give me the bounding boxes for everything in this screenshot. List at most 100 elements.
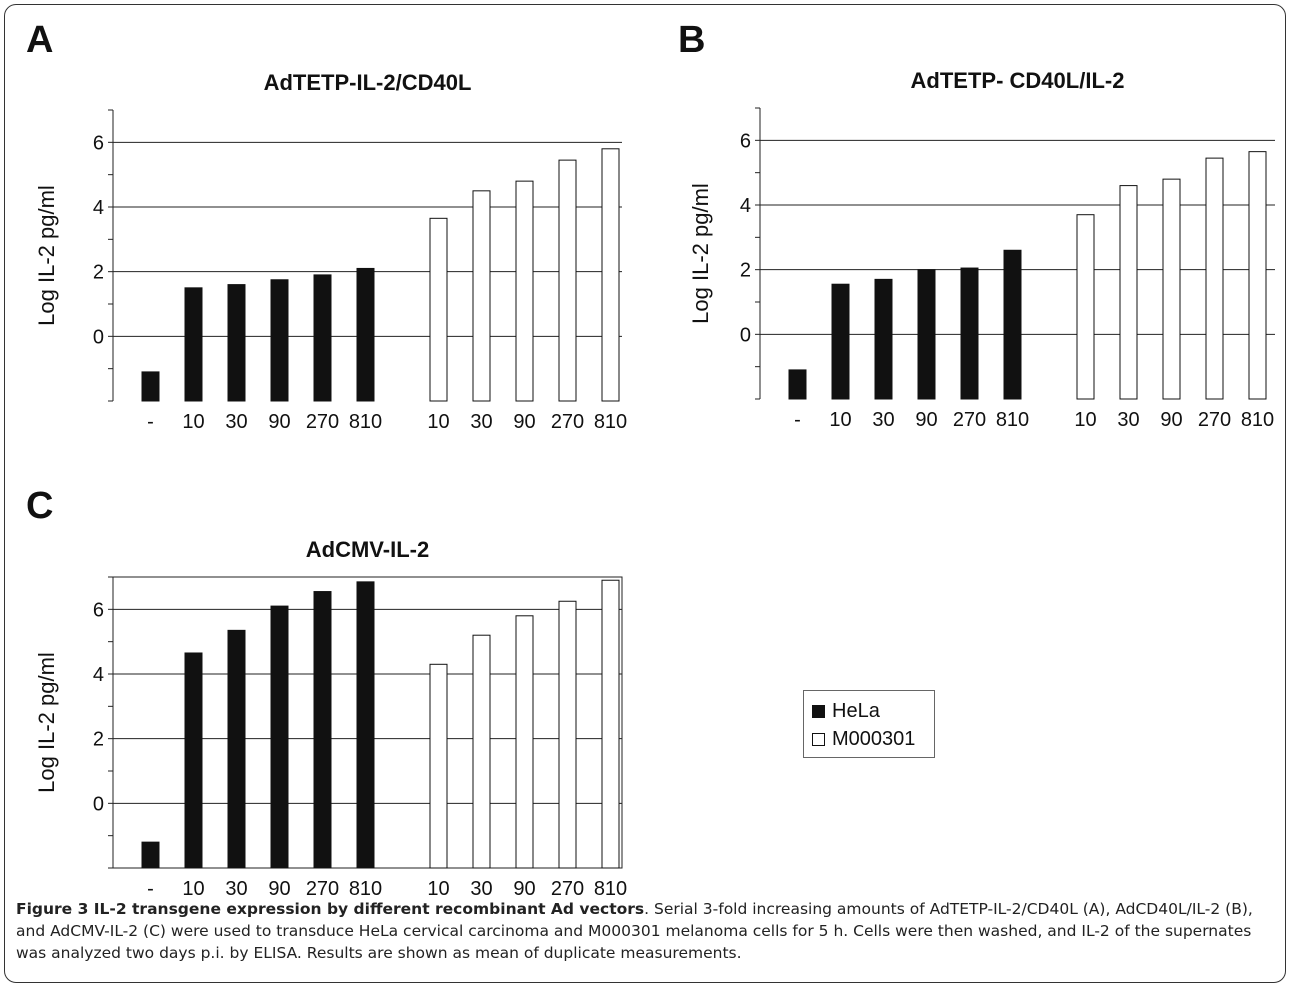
bar-a-hela-4 xyxy=(313,274,332,402)
panel-letter-c: C xyxy=(26,485,53,527)
x-tick-label-c-1: 10 xyxy=(182,878,204,900)
x-tick-label-a-4: 270 xyxy=(306,411,339,433)
bar-c-m000301-6 xyxy=(429,663,448,869)
x-tick-label-b-10: 810 xyxy=(1241,409,1274,431)
bar-a-hela-3 xyxy=(270,279,289,402)
y-tick-label-c-3: 6 xyxy=(93,599,104,621)
chart-title-c: AdCMV-IL-2 xyxy=(306,537,429,562)
chart-b: AdTETP- CD40L/IL-2 Log IL-2 pg/ml 0 2 4 6 - 10 3… xyxy=(688,68,1275,431)
x-tick-label-a-2: 30 xyxy=(225,411,247,433)
panel-letter-b: B xyxy=(678,19,705,61)
x-tick-label-c-3: 90 xyxy=(268,878,290,900)
bar-b-m000301-6 xyxy=(1076,214,1095,400)
x-tick-label-b-4: 270 xyxy=(953,409,986,431)
x-tick-label-c-9: 270 xyxy=(551,878,584,900)
x-tick-label-a-5: 810 xyxy=(349,411,382,433)
bar-c-m000301-9 xyxy=(558,600,577,869)
chart-title-a: AdTETP-IL-2/CD40L xyxy=(264,70,472,95)
bar-a-hela-2 xyxy=(227,284,246,402)
legend-swatch-hela xyxy=(812,704,825,718)
x-tick-label-b-5: 810 xyxy=(996,409,1029,431)
x-tick-label-a-8: 90 xyxy=(513,411,535,433)
x-tick-label-a-10: 810 xyxy=(594,411,627,433)
bar-a-m000301-8 xyxy=(515,180,534,402)
bar-c-m000301-8 xyxy=(515,615,534,869)
x-tick-label-a-1: 10 xyxy=(182,411,204,433)
bar-a-hela-5 xyxy=(356,267,375,402)
bar-a-hela-0 xyxy=(141,371,160,402)
y-axis-label-c: Log IL-2 pg/ml xyxy=(34,652,59,793)
x-tick-label-c-2: 30 xyxy=(225,878,247,900)
x-tick-label-a-9: 270 xyxy=(551,411,584,433)
bar-c-hela-0 xyxy=(141,841,160,869)
bar-c-m000301-10 xyxy=(601,579,620,869)
y-tick-label-a-3: 6 xyxy=(93,132,104,154)
x-tick-label-a-3: 90 xyxy=(268,411,290,433)
bar-b-hela-5 xyxy=(1003,249,1022,400)
legend-item-hela: HeLa xyxy=(812,697,926,725)
bar-a-hela-1 xyxy=(184,287,203,402)
bar-b-m000301-10 xyxy=(1248,151,1267,400)
legend: HeLa M000301 xyxy=(803,690,935,758)
x-tick-label-c-8: 90 xyxy=(513,878,535,900)
legend-item-m000301: M000301 xyxy=(812,725,926,753)
legend-label-m000301: M000301 xyxy=(832,727,916,750)
y-tick-label-b-3: 6 xyxy=(740,130,751,152)
chart-title-b: AdTETP- CD40L/IL-2 xyxy=(911,68,1125,93)
x-tick-label-b-0: - xyxy=(794,409,801,431)
x-tick-label-b-9: 270 xyxy=(1198,409,1231,431)
y-tick-label-b-2: 4 xyxy=(740,195,751,217)
x-tick-label-b-7: 30 xyxy=(1117,409,1139,431)
y-tick-label-a-0: 0 xyxy=(93,326,104,348)
y-tick-label-c-2: 4 xyxy=(93,664,104,686)
x-tick-label-c-0: - xyxy=(147,878,154,900)
x-tick-label-a-6: 10 xyxy=(427,411,449,433)
bar-b-m000301-7 xyxy=(1119,185,1138,400)
y-tick-label-b-0: 0 xyxy=(740,324,751,346)
y-axis-label-b: Log IL-2 pg/ml xyxy=(688,183,713,324)
x-tick-label-a-0: - xyxy=(147,411,154,433)
bar-b-hela-1 xyxy=(831,283,850,400)
x-tick-label-c-6: 10 xyxy=(427,878,449,900)
x-tick-label-b-8: 90 xyxy=(1160,409,1182,431)
y-tick-label-c-0: 0 xyxy=(93,793,104,815)
x-tick-label-b-6: 10 xyxy=(1074,409,1096,431)
x-tick-label-b-1: 10 xyxy=(829,409,851,431)
figure-frame xyxy=(4,4,1286,983)
bar-c-hela-2 xyxy=(227,629,246,869)
chart-c: AdCMV-IL-2 Log IL-2 pg/ml 0 2 4 6 - 10 30 90 270 81… xyxy=(34,537,627,900)
y-tick-label-a-2: 4 xyxy=(93,197,104,219)
caption-title: Figure 3 IL-2 transgene expression by di… xyxy=(16,900,645,918)
x-tick-label-c-5: 810 xyxy=(349,878,382,900)
bar-c-hela-3 xyxy=(270,605,289,869)
bar-a-m000301-9 xyxy=(558,159,577,402)
bar-c-hela-4 xyxy=(313,591,332,869)
x-tick-label-c-4: 270 xyxy=(306,878,339,900)
figure-caption: Figure 3 IL-2 transgene expression by di… xyxy=(16,898,1278,964)
bar-b-hela-3 xyxy=(917,269,936,400)
figure-svg: A B C AdTETP-IL-2/CD40L Log IL-2 pg/ml 0 2 4… xyxy=(26,19,1275,900)
x-tick-label-c-7: 30 xyxy=(470,878,492,900)
bar-a-m000301-7 xyxy=(472,190,491,402)
legend-swatch-m000301 xyxy=(812,732,825,746)
bar-b-hela-2 xyxy=(874,278,893,400)
y-tick-label-c-1: 2 xyxy=(93,729,104,751)
y-tick-label-a-1: 2 xyxy=(93,262,104,284)
chart-a: AdTETP-IL-2/CD40L Log IL-2 pg/ml 0 2 4 6 - 10 30… xyxy=(34,70,627,433)
legend-label-hela: HeLa xyxy=(832,699,880,722)
y-axis-label-a: Log IL-2 pg/ml xyxy=(34,185,59,326)
panel-letter-a: A xyxy=(26,19,53,61)
bar-c-m000301-7 xyxy=(472,634,491,869)
bar-a-m000301-10 xyxy=(601,148,620,402)
bar-a-m000301-6 xyxy=(429,217,448,402)
bar-c-hela-1 xyxy=(184,652,203,869)
bar-c-hela-5 xyxy=(356,581,375,869)
bar-b-hela-4 xyxy=(960,267,979,400)
bar-b-hela-0 xyxy=(788,369,807,400)
bar-b-m000301-8 xyxy=(1162,178,1181,400)
caption-text: . Serial 3-fold increasing amounts of Ad… xyxy=(16,900,1253,962)
x-tick-label-b-2: 30 xyxy=(872,409,894,431)
x-tick-label-b-3: 90 xyxy=(915,409,937,431)
bar-b-m000301-9 xyxy=(1205,157,1224,400)
y-tick-label-b-1: 2 xyxy=(740,260,751,282)
